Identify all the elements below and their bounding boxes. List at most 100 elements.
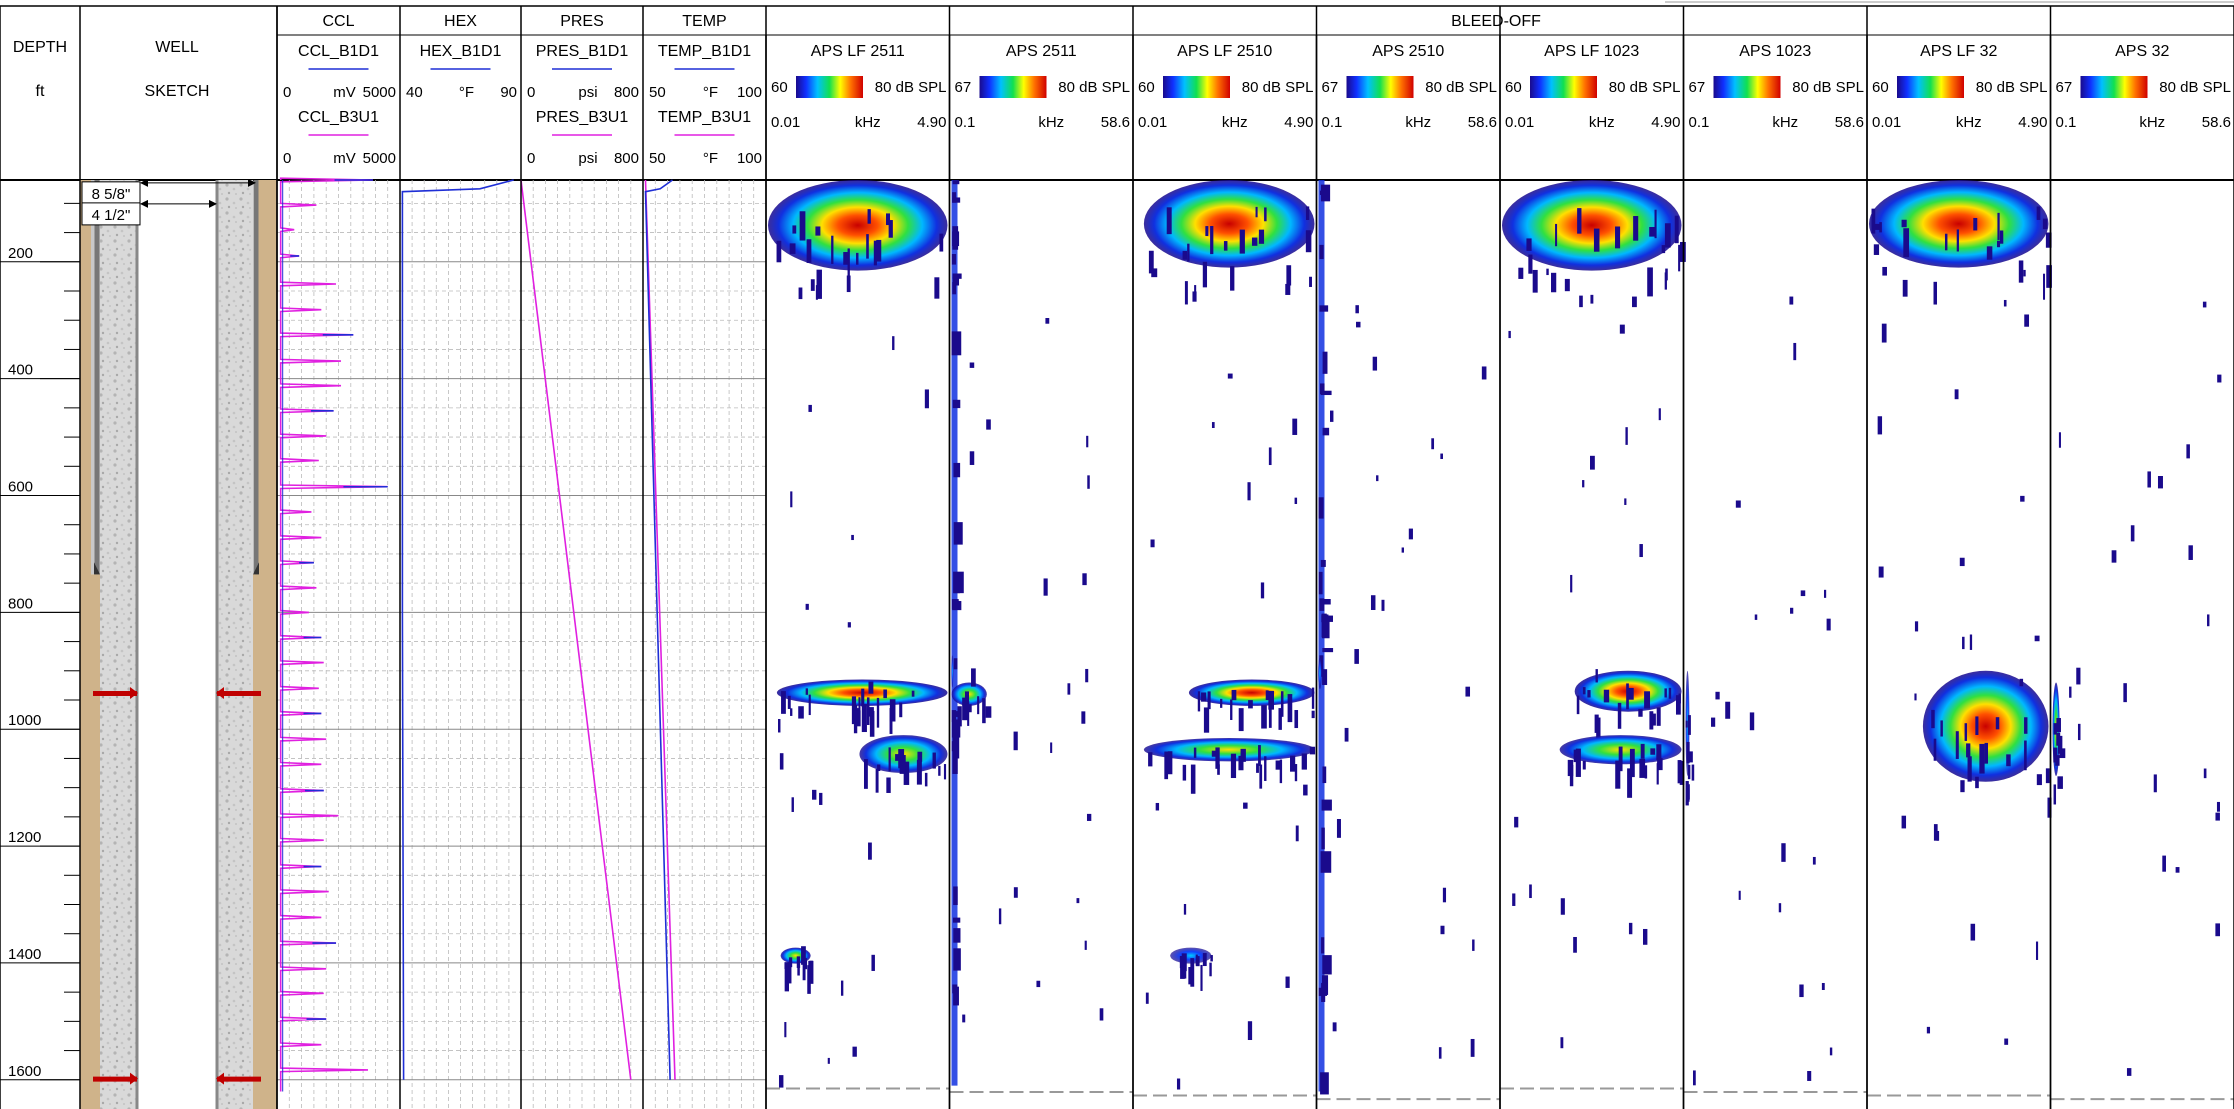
noise-speckle <box>2059 748 2066 759</box>
noise-speckle <box>1309 276 1312 287</box>
noise-speckle <box>1223 241 1228 251</box>
curve-scale-unit: psi <box>578 150 597 167</box>
noise-speckle <box>1292 418 1298 435</box>
noise-streak <box>951 180 958 1086</box>
noise-speckle <box>1176 1078 1181 1090</box>
noise-speckle <box>1962 636 1965 650</box>
noise-speckle <box>1969 634 1973 650</box>
noise-speckle <box>1800 590 1806 597</box>
noise-speckle <box>943 764 947 780</box>
cement-annulus-right <box>217 180 253 1109</box>
spectrogram-event <box>776 679 948 737</box>
noise-speckle <box>1691 764 1695 781</box>
noise-speckle <box>1344 727 1349 742</box>
noise-speckle <box>888 747 891 772</box>
noise-speckle <box>1182 764 1187 781</box>
spl-scale-max: 80 dB SPL <box>1792 79 1864 96</box>
noise-speckle <box>1644 765 1648 779</box>
noise-speckle <box>1265 690 1269 701</box>
noise-speckle <box>1823 589 1827 598</box>
spl-color-bar <box>1346 76 1414 98</box>
noise-speckle <box>877 764 881 772</box>
noise-speckle <box>1294 710 1299 729</box>
noise-speckle <box>1657 758 1663 771</box>
noise-speckle <box>2043 273 2046 300</box>
curve-name: CCL_B1D1 <box>298 43 379 60</box>
noise-speckle <box>1294 764 1298 782</box>
casing-label-box <box>81 202 141 226</box>
noise-speckle <box>1649 227 1655 237</box>
noise-speckle <box>1036 980 1041 988</box>
aps-track-title: APS 32 <box>2115 43 2169 60</box>
noise-speckle <box>788 960 792 984</box>
noise-speckle <box>951 719 961 738</box>
noise-speckle <box>1086 435 1089 448</box>
noise-speckle <box>2057 776 2063 789</box>
spl-scale-max: 80 dB SPL <box>1058 79 1130 96</box>
noise-speckle <box>953 462 961 478</box>
spl-color-bar <box>1897 76 1964 98</box>
noise-speckle <box>809 960 813 975</box>
noise-speckle <box>1590 294 1594 304</box>
noise-speckle <box>1529 884 1532 899</box>
noise-speckle <box>888 220 893 238</box>
freq-scale-min: 0.1 <box>1689 114 1710 131</box>
spectrogram-event <box>1143 180 1315 305</box>
noise-speckle <box>962 1014 966 1023</box>
noise-speckle <box>952 917 961 923</box>
noise-speckle <box>899 702 903 718</box>
noise-speckle <box>1285 283 1291 295</box>
noise-speckle <box>1197 691 1201 712</box>
noise-speckle <box>952 737 960 759</box>
noise-speckle <box>1685 720 1688 728</box>
noise-speckle <box>1319 190 1329 196</box>
noise-speckle <box>2216 801 2220 812</box>
noise-speckle <box>1964 723 1968 741</box>
noise-speckle <box>1258 229 1265 244</box>
noise-speckle <box>886 213 891 226</box>
noise-speckle <box>1239 229 1245 254</box>
noise-speckle <box>1278 708 1282 730</box>
noise-speckle <box>1551 272 1557 293</box>
noise-speckle <box>1207 691 1211 710</box>
noise-speckle <box>1320 1072 1329 1095</box>
aps-track-title: APS 2511 <box>1006 43 1077 60</box>
noise-speckle <box>1902 279 1908 297</box>
noise-blob <box>1922 670 2049 782</box>
freq-scale-max: 4.90 <box>1284 114 1313 131</box>
curve-name: CCL_B3U1 <box>298 109 379 126</box>
noise-speckle <box>2056 718 2061 733</box>
noise-speckle <box>1182 250 1188 260</box>
noise-speckle <box>1481 366 1487 380</box>
noise-speckle <box>1518 267 1524 279</box>
noise-speckle <box>1247 482 1251 501</box>
noise-speckle <box>876 239 882 262</box>
noise-speckle <box>808 404 812 412</box>
noise-speckle <box>1649 711 1654 730</box>
noise-speckle <box>1956 229 1959 252</box>
noise-speckle <box>1305 206 1310 220</box>
noise-speckle <box>1319 305 1329 312</box>
noise-speckle <box>1261 705 1267 729</box>
freq-scale-min: 0.1 <box>2056 114 2077 131</box>
noise-speckle <box>1472 939 1475 951</box>
noise-speckle <box>1287 694 1293 723</box>
curve-track-grid <box>400 180 521 1109</box>
noise-speckle <box>1829 1047 1833 1056</box>
noise-speckle <box>1986 246 1993 260</box>
noise-speckle <box>1914 621 1919 632</box>
noise-speckle <box>1995 717 2000 730</box>
curve-track-grid <box>643 180 766 1109</box>
noise-speckle <box>1294 497 1298 505</box>
spectrogram-event <box>1922 670 2052 818</box>
noise-blob <box>1318 657 1322 690</box>
spectrogram-event <box>1188 679 1315 733</box>
spectrogram-event <box>1559 735 1685 798</box>
noise-speckle <box>951 253 957 265</box>
noise-speckle <box>1268 702 1272 728</box>
noise-speckle <box>808 694 811 716</box>
noise-speckle <box>969 451 975 465</box>
noise-speckle <box>831 235 834 264</box>
noise-speckle <box>1322 427 1330 436</box>
noise-speckle <box>2055 755 2060 766</box>
